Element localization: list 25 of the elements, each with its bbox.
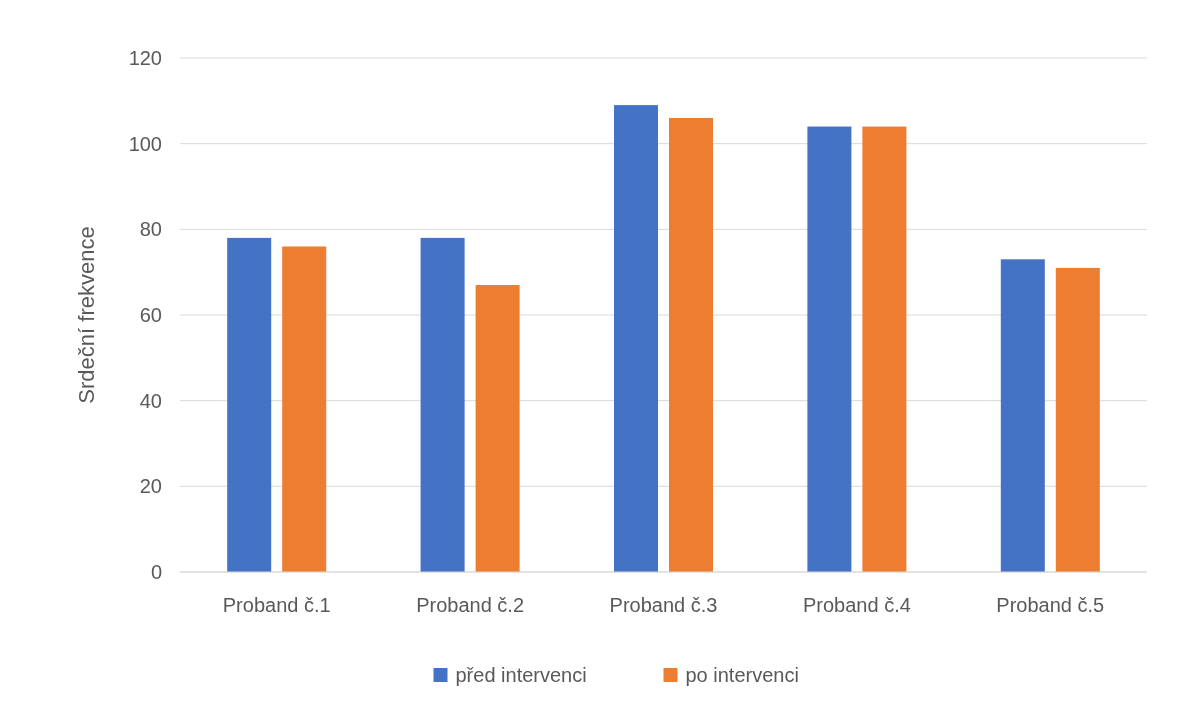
bar	[1000, 259, 1045, 572]
bar	[420, 237, 465, 572]
bar	[807, 126, 852, 572]
legend-label: před intervenci	[455, 664, 587, 686]
bar	[669, 117, 713, 572]
bar	[1055, 267, 1100, 572]
bar	[475, 285, 520, 572]
y-tick-label: 20	[139, 475, 162, 498]
x-tick-label: Proband č.5	[996, 594, 1105, 616]
x-tick-label: Proband č.2	[416, 594, 525, 616]
y-tick-label: 60	[139, 304, 162, 326]
y-tick-label: 120	[128, 47, 162, 69]
legend-label: po intervenci	[685, 664, 799, 686]
y-tick-label: 80	[139, 218, 162, 241]
bar	[614, 105, 658, 572]
x-tick-label: Proband č.3	[609, 594, 718, 616]
bar	[862, 126, 907, 572]
y-tick-label: 40	[139, 389, 162, 412]
bar	[227, 237, 272, 572]
y-tick-label: 100	[128, 132, 162, 155]
y-axis-title: Srdeční frekvence	[74, 226, 99, 404]
x-tick-label: Proband č.4	[802, 594, 911, 616]
bar	[282, 246, 327, 572]
y-tick-label: 0	[150, 561, 162, 583]
x-tick-label: Proband č.1	[222, 594, 331, 616]
